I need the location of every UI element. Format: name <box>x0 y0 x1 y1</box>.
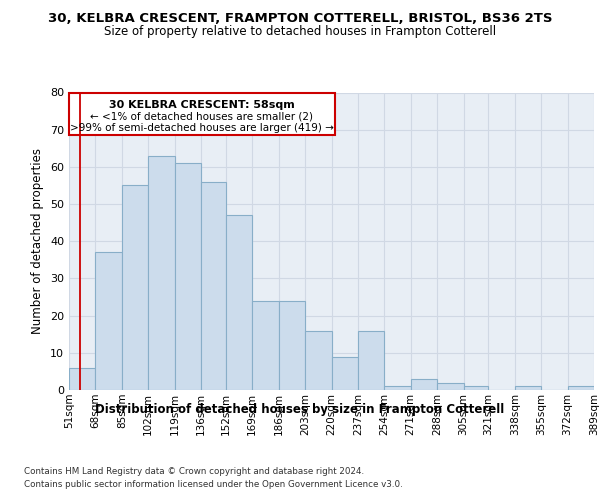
Bar <box>358 330 385 390</box>
Text: 30 KELBRA CRESCENT: 58sqm: 30 KELBRA CRESCENT: 58sqm <box>109 100 295 110</box>
Bar <box>437 382 464 390</box>
Bar <box>148 156 175 390</box>
Text: 30, KELBRA CRESCENT, FRAMPTON COTTERELL, BRISTOL, BS36 2TS: 30, KELBRA CRESCENT, FRAMPTON COTTERELL,… <box>48 12 552 26</box>
Text: Distribution of detached houses by size in Frampton Cotterell: Distribution of detached houses by size … <box>95 402 505 415</box>
Text: Size of property relative to detached houses in Frampton Cotterell: Size of property relative to detached ho… <box>104 25 496 38</box>
Text: >99% of semi-detached houses are larger (419) →: >99% of semi-detached houses are larger … <box>70 123 334 133</box>
Bar <box>331 356 358 390</box>
Text: Contains HM Land Registry data © Crown copyright and database right 2024.: Contains HM Land Registry data © Crown c… <box>24 468 364 476</box>
Bar <box>252 300 278 390</box>
Bar <box>175 163 201 390</box>
Bar <box>568 386 594 390</box>
Bar <box>226 215 252 390</box>
Bar <box>464 386 488 390</box>
Y-axis label: Number of detached properties: Number of detached properties <box>31 148 44 334</box>
Text: Contains public sector information licensed under the Open Government Licence v3: Contains public sector information licen… <box>24 480 403 489</box>
Text: ← <1% of detached houses are smaller (2): ← <1% of detached houses are smaller (2) <box>91 111 313 121</box>
Bar <box>411 379 437 390</box>
Bar <box>69 92 335 136</box>
Bar <box>385 386 411 390</box>
Bar <box>122 186 148 390</box>
Bar <box>305 330 331 390</box>
Bar <box>69 368 95 390</box>
Bar <box>201 182 226 390</box>
Bar <box>95 252 122 390</box>
Bar <box>515 386 541 390</box>
Bar <box>278 300 305 390</box>
